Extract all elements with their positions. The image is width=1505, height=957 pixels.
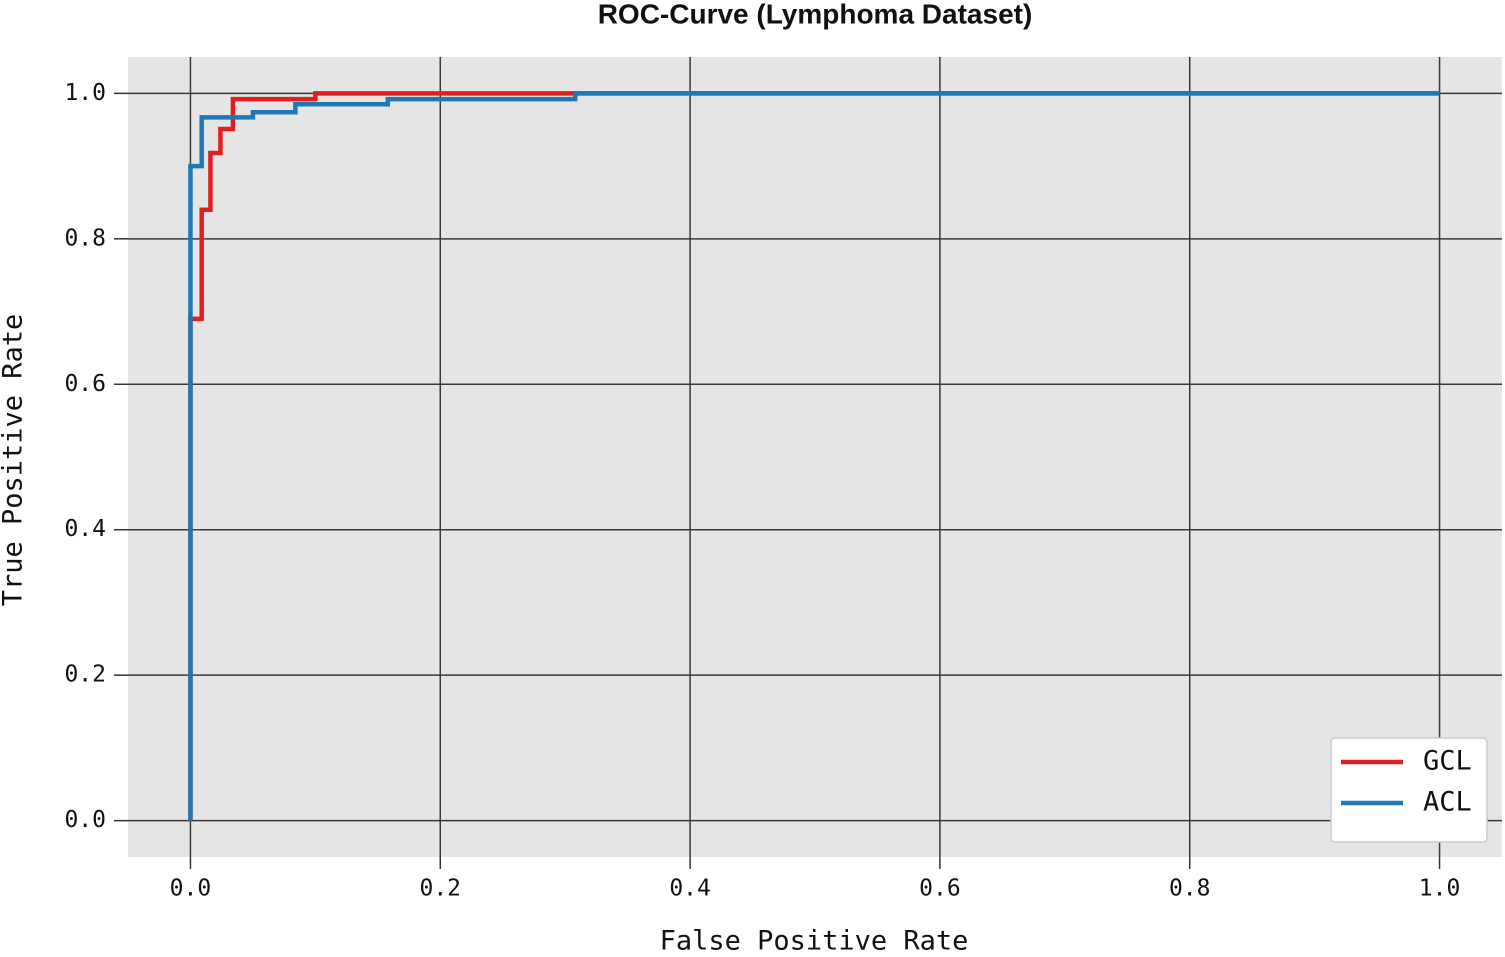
x-tick-label: 1.0 (1419, 876, 1461, 902)
y-tick-label: 0.8 (64, 225, 106, 251)
legend-label: GCL (1423, 746, 1472, 777)
y-tick-label: 0.4 (64, 516, 106, 542)
chart-title: ROC-Curve (Lymphoma Dataset) (598, 0, 1033, 29)
y-tick-label: 1.0 (64, 80, 106, 106)
roc-line (188, 91, 1440, 821)
plot-area (128, 57, 1502, 857)
x-tick-label: 0.2 (419, 876, 461, 902)
y-tick-label: 0.0 (64, 807, 106, 833)
x-tick-label: 0.6 (919, 876, 961, 902)
x-tick-label: 0.8 (1169, 876, 1211, 902)
y-tick-label: 0.6 (64, 371, 106, 397)
x-tick-label: 0.4 (669, 876, 711, 902)
x-tick-label: 0.0 (170, 876, 212, 902)
roc-line (188, 91, 1440, 821)
y-axis-label: True Positive Rate (0, 314, 29, 607)
x-axis-label: False Positive Rate (660, 926, 969, 957)
legend: GCL ACL (1330, 737, 1488, 843)
legend-label: ACL (1423, 787, 1472, 818)
y-tick-label: 0.2 (64, 662, 106, 688)
